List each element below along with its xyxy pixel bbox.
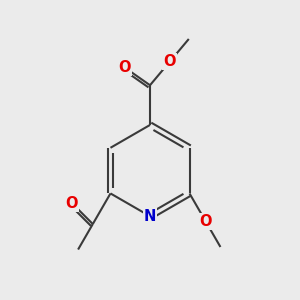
Text: O: O [118, 60, 131, 75]
Text: O: O [200, 214, 212, 229]
Text: N: N [144, 209, 156, 224]
Text: O: O [164, 54, 176, 69]
Text: O: O [66, 196, 78, 211]
